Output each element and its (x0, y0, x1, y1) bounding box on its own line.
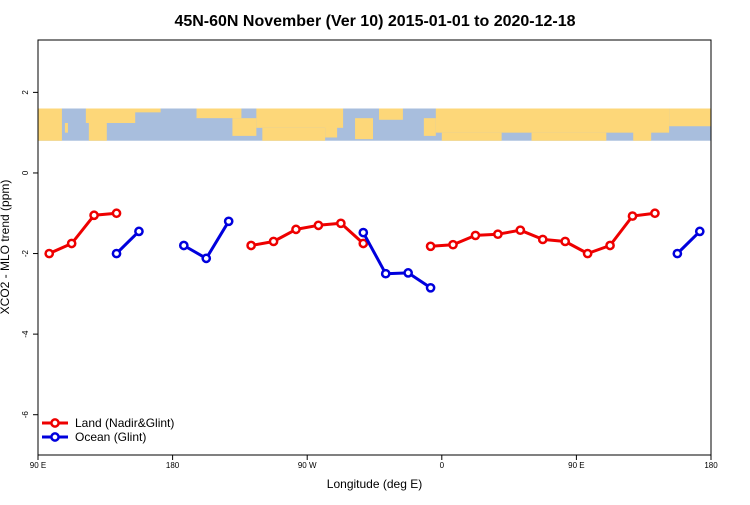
x-axis-title: Longitude (deg E) (327, 477, 422, 491)
series-line (430, 211, 656, 255)
data-point (425, 241, 436, 252)
x-tick-label: 90 E (568, 461, 584, 470)
y-axis: 2 0 -2 -4 -6 (21, 90, 38, 419)
data-point (111, 248, 122, 259)
map-land (232, 118, 257, 136)
legend-label: Ocean (Glint) (75, 430, 146, 444)
map-land (531, 132, 607, 141)
data-point (358, 227, 369, 238)
map-land (38, 108, 62, 141)
data-point (605, 240, 615, 251)
data-point (66, 238, 77, 249)
data-point (336, 218, 346, 229)
y-tick-label: -4 (21, 330, 30, 338)
x-axis: 90 E 180 90 W 0 90 E 180 (30, 455, 718, 470)
series-land (44, 208, 660, 259)
map-land (120, 108, 161, 113)
data-point (89, 210, 99, 221)
data-point (134, 226, 144, 237)
map-land (196, 108, 242, 119)
x-tick-label: 0 (440, 461, 445, 470)
data-point (560, 236, 571, 247)
y-axis-title: XCO2 - MLO trend (ppm) (0, 180, 12, 315)
data-point (694, 226, 705, 237)
data-point (537, 234, 548, 245)
data-point (313, 220, 324, 231)
data-point (470, 230, 481, 241)
series-line (115, 230, 140, 255)
legend: Land (Nadir&Glint)Ocean (Glint) (42, 416, 174, 444)
data-point (627, 211, 638, 221)
data-point (291, 224, 301, 235)
map-land (435, 108, 670, 133)
map-land (256, 108, 344, 128)
map-land (262, 127, 326, 141)
map-land (325, 126, 338, 138)
map-land (633, 129, 652, 141)
data-point (44, 248, 55, 259)
data-point (582, 248, 593, 259)
map-land (88, 123, 107, 141)
legend-label: Land (Nadir&Glint) (75, 416, 174, 430)
data-point (246, 240, 256, 251)
data-point (403, 268, 413, 278)
map-land (378, 108, 403, 120)
data-point (515, 225, 526, 236)
series-line (183, 220, 230, 260)
series-ocean (111, 216, 705, 293)
chart-title: 45N-60N November (Ver 10) 2015-01-01 to … (174, 13, 575, 30)
x-tick-label: 90 W (298, 461, 317, 470)
map-land (669, 108, 711, 127)
y-tick-label: -6 (21, 411, 30, 419)
series-line (361, 231, 432, 290)
map-land (423, 118, 436, 136)
series-line (48, 211, 117, 255)
data-point (223, 216, 234, 227)
y-tick-label: 0 (21, 170, 30, 175)
data-point (178, 240, 189, 251)
data-point (358, 238, 369, 249)
map-band (38, 108, 711, 141)
data-point (493, 229, 503, 240)
series-layer (44, 208, 705, 293)
x-tick-label: 180 (166, 461, 180, 470)
data-point (380, 268, 391, 279)
series-line (676, 230, 701, 255)
map-land (441, 132, 502, 141)
data-point (268, 236, 279, 247)
legend-marker (50, 432, 60, 442)
map-land (355, 118, 374, 140)
x-tick-label: 180 (704, 461, 718, 470)
x-tick-label: 90 E (30, 461, 46, 470)
data-point (201, 253, 212, 264)
plot-frame (37, 39, 712, 456)
data-point (111, 208, 122, 219)
y-tick-label: -2 (21, 249, 30, 257)
y-tick-label: 2 (21, 90, 30, 95)
legend-marker (50, 418, 60, 428)
data-point (650, 208, 660, 219)
map-land (64, 123, 68, 133)
data-point (448, 239, 458, 250)
series-line (250, 221, 365, 247)
data-point (425, 282, 436, 293)
data-point (672, 248, 683, 259)
